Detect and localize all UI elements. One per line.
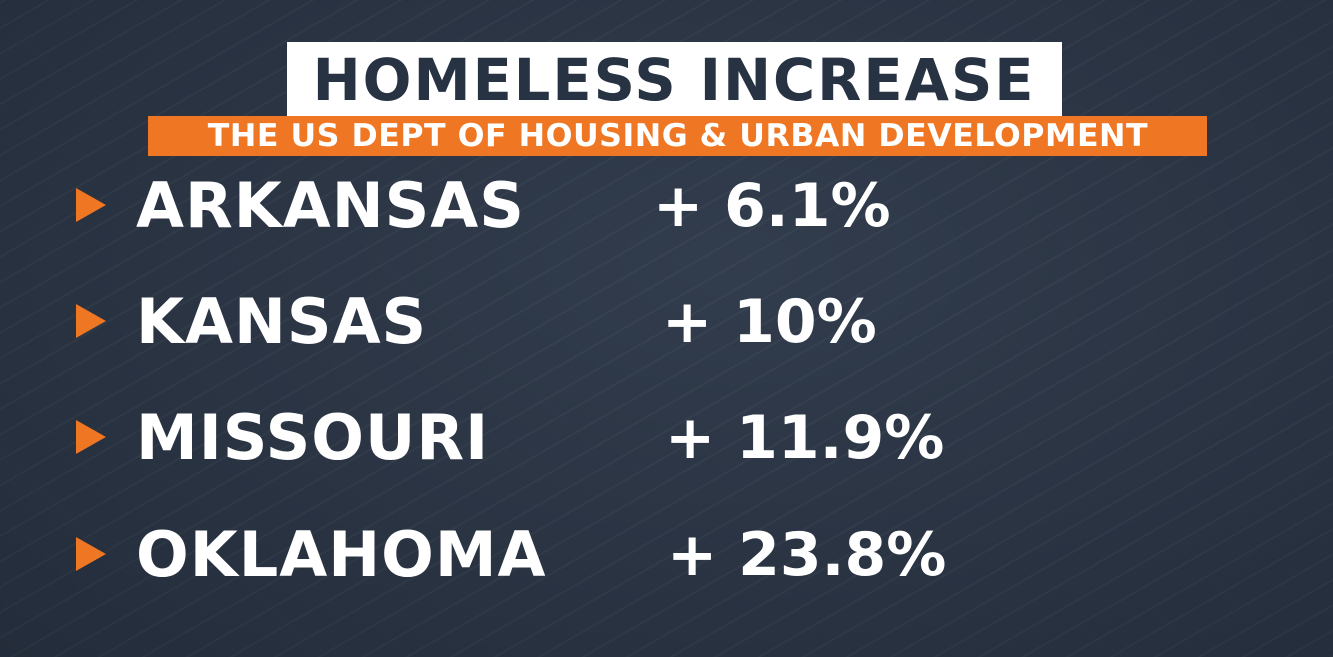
triangle-right-icon	[76, 188, 106, 222]
percent-change: + 6.1%	[653, 171, 891, 241]
page-title: HOMELESS INCREASE	[313, 45, 1036, 114]
percent-change: + 23.8%	[667, 520, 947, 590]
source-subtitle: THE US DEPT OF HOUSING & URBAN DEVELOPME…	[207, 117, 1148, 154]
percent-change: + 10%	[662, 287, 877, 357]
state-name: ARKANSAS	[136, 169, 525, 242]
list-item-missouri: MISSOURI + 11.9%	[0, 398, 1333, 478]
percent-change: + 11.9%	[665, 403, 945, 473]
triangle-right-icon	[76, 537, 106, 571]
state-name: KANSAS	[136, 285, 428, 358]
list-item-kansas: KANSAS + 10%	[0, 282, 1333, 362]
list-item-oklahoma: OKLAHOMA + 23.8%	[0, 515, 1333, 595]
list-item-arkansas: ARKANSAS + 6.1%	[0, 166, 1333, 246]
subtitle-banner: THE US DEPT OF HOUSING & URBAN DEVELOPME…	[148, 116, 1207, 156]
state-name: MISSOURI	[136, 401, 490, 474]
triangle-right-icon	[76, 304, 106, 338]
title-banner: HOMELESS INCREASE	[287, 42, 1062, 117]
triangle-right-icon	[76, 420, 106, 454]
state-name: OKLAHOMA	[136, 518, 547, 591]
